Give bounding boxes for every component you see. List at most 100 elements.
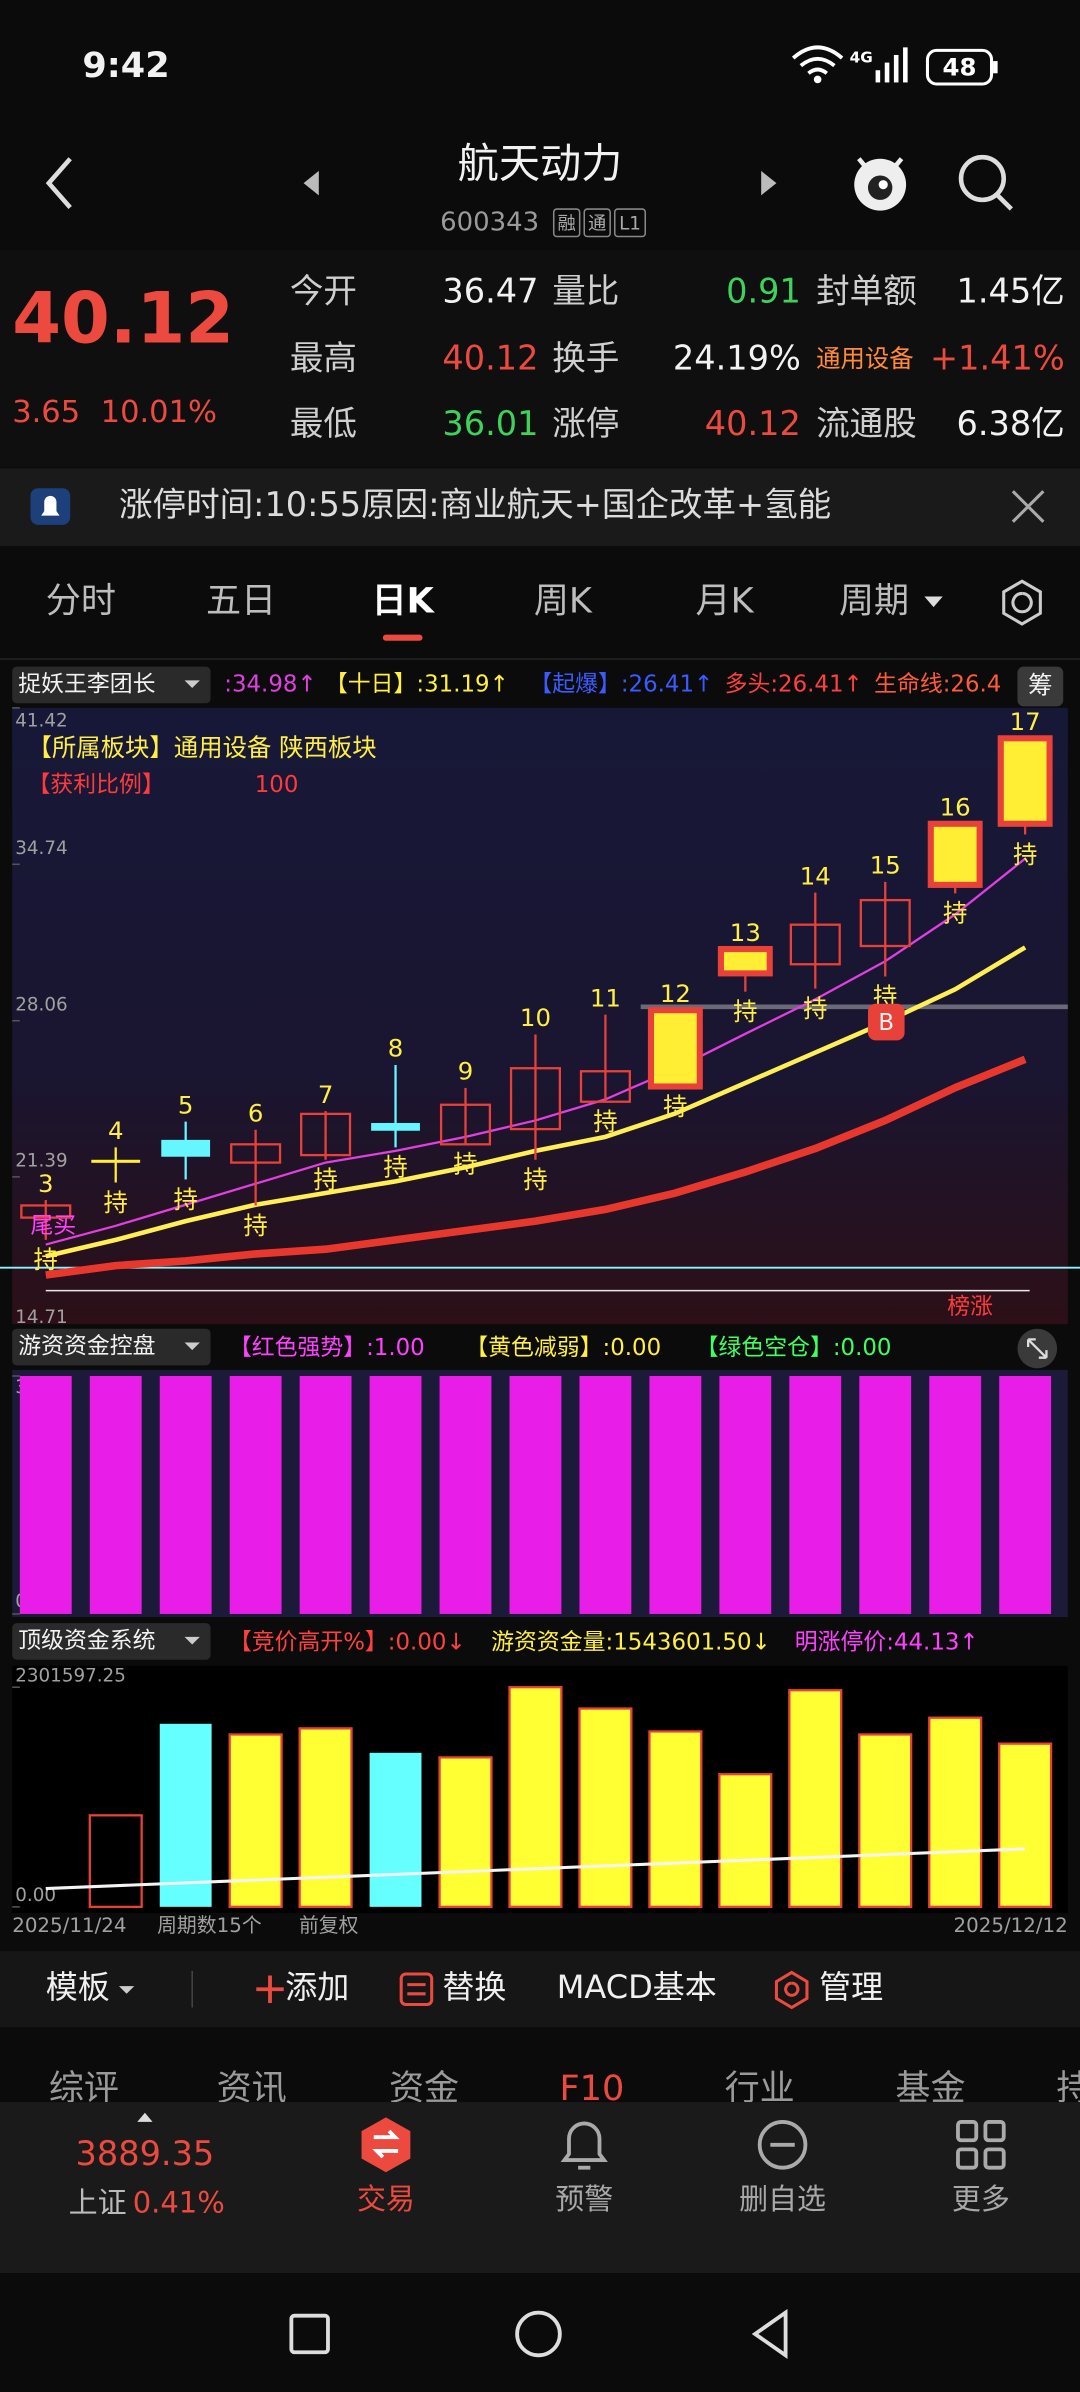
period-tab[interactable]: 月K bbox=[696, 581, 755, 622]
status-icons bbox=[903, 47, 908, 83]
more-icon bbox=[956, 2120, 1006, 2170]
search-button[interactable] bbox=[958, 154, 1013, 211]
indicator-selector[interactable] bbox=[12, 666, 211, 704]
price-change: 3.65 bbox=[12, 395, 80, 430]
sub-tab[interactable]: 基金 bbox=[895, 2068, 965, 2109]
hold-label: 持 bbox=[34, 1245, 58, 1274]
search-button[interactable] bbox=[996, 193, 1013, 211]
search-button[interactable] bbox=[958, 154, 1007, 203]
candle-label: 7 bbox=[318, 1080, 334, 1109]
status-icons bbox=[893, 54, 899, 83]
indicator-dropdown bbox=[184, 680, 200, 689]
back-system-button[interactable] bbox=[751, 2308, 788, 2359]
expand-button[interactable] bbox=[1017, 1328, 1058, 1369]
period-tab[interactable]: 分时 bbox=[46, 581, 116, 622]
close-notice[interactable] bbox=[1011, 490, 1045, 523]
indicator-value: 多头:26.41↑ bbox=[725, 671, 863, 697]
toolbar-button[interactable]: 管理 bbox=[819, 1968, 883, 2006]
y-tick-label: 41.42 bbox=[15, 711, 67, 732]
bar bbox=[999, 1376, 1052, 1614]
notice-icon bbox=[41, 495, 60, 516]
hold-label: 持 bbox=[593, 1107, 617, 1136]
period-tab[interactable]: 周期 bbox=[839, 581, 909, 622]
hold-label: 持 bbox=[453, 1150, 477, 1179]
bar bbox=[719, 1376, 772, 1614]
candle-body bbox=[509, 1067, 562, 1131]
candle-label: 12 bbox=[660, 979, 691, 1008]
sub-tab[interactable]: 综评 bbox=[49, 2068, 119, 2109]
period-tab[interactable]: 五日 bbox=[206, 581, 276, 622]
quote-value: 0.91 bbox=[726, 271, 801, 310]
bar bbox=[579, 1376, 632, 1614]
sub-tab[interactable]: 资讯 bbox=[217, 2068, 287, 2109]
toolbar-button[interactable]: MACD基本 bbox=[557, 1968, 717, 2006]
next-stock[interactable] bbox=[761, 170, 777, 196]
candle-body bbox=[859, 898, 911, 948]
panel2-selector[interactable] bbox=[12, 1328, 211, 1366]
mascot-button[interactable] bbox=[854, 157, 907, 211]
bar bbox=[929, 1376, 982, 1614]
sub-tab[interactable]: 持 bbox=[1056, 2068, 1080, 2109]
badges: 融通 L1 bbox=[552, 208, 647, 238]
home-button[interactable] bbox=[515, 2310, 562, 2358]
period-count: 周期数15个 bbox=[157, 1914, 262, 1937]
candle-body bbox=[161, 1139, 211, 1157]
nav-item[interactable]: 交易 bbox=[357, 2182, 415, 2216]
hold-label: 持 bbox=[663, 1092, 687, 1121]
hold-label: 持 bbox=[733, 997, 757, 1026]
more-icon bbox=[983, 2147, 1006, 2170]
back-button[interactable] bbox=[45, 157, 72, 210]
buy-marker-bg bbox=[867, 1003, 905, 1041]
settings-button[interactable] bbox=[1002, 579, 1042, 626]
toolbar-button[interactable]: 替换 bbox=[442, 1968, 506, 2006]
badge: 融 bbox=[558, 213, 576, 234]
candle-body bbox=[439, 1103, 492, 1146]
sub-tab[interactable]: F10 bbox=[559, 2068, 624, 2109]
y-tick-label: 34.74 bbox=[15, 838, 67, 859]
index-value[interactable]: 3889.35 bbox=[76, 2134, 215, 2173]
candle-label: 3 bbox=[38, 1169, 54, 1198]
panel2-title: 游资资金控盘 bbox=[18, 1334, 155, 1360]
recent-button[interactable] bbox=[289, 2313, 330, 2355]
index-name: 上证 bbox=[69, 2185, 127, 2219]
toolbar-button[interactable]: 模板 bbox=[46, 1968, 110, 2006]
toolbar-items: 模板 添加 替换 MACD基本 管理 bbox=[46, 1968, 883, 2006]
panel3-selector[interactable] bbox=[12, 1623, 211, 1660]
notice-bar bbox=[0, 468, 1080, 547]
system-nav bbox=[289, 2308, 788, 2359]
index-expand[interactable] bbox=[137, 2112, 153, 2122]
index-change: 0.41% bbox=[133, 2185, 225, 2219]
hold-label: 持 bbox=[523, 1165, 547, 1194]
nav-item[interactable]: 删自选 bbox=[739, 2182, 826, 2216]
candle-body bbox=[579, 1070, 631, 1103]
period-tab[interactable]: 周K bbox=[534, 581, 593, 622]
more-icon bbox=[956, 2120, 979, 2143]
sub-tab[interactable]: 行业 bbox=[725, 2068, 795, 2109]
bar bbox=[649, 1376, 702, 1614]
alert-icon bbox=[560, 2121, 608, 2162]
toolbar-button[interactable]: 添加 bbox=[285, 1968, 349, 2006]
chip-button-bg[interactable] bbox=[1017, 666, 1064, 707]
period-tabs: 分时 五日 日K 周K 月K 周期 bbox=[46, 581, 909, 641]
clock: 9:42 bbox=[82, 45, 169, 86]
bar bbox=[19, 1376, 72, 1614]
nav-item[interactable]: 预警 bbox=[555, 2182, 613, 2216]
hold-label: 持 bbox=[383, 1153, 407, 1182]
candle-body bbox=[927, 820, 983, 888]
adjust-mode: 前复权 bbox=[299, 1914, 359, 1937]
nav-item[interactable]: 更多 bbox=[952, 2182, 1010, 2216]
status-icons bbox=[925, 48, 994, 86]
y-tick-label: 0.00 bbox=[15, 1885, 56, 1906]
mascot-button[interactable] bbox=[857, 157, 904, 170]
expand-button[interactable] bbox=[1026, 1338, 1048, 1359]
prev-stock[interactable] bbox=[303, 170, 319, 196]
mascot-button[interactable] bbox=[878, 180, 888, 190]
period-dropdown[interactable] bbox=[924, 596, 943, 608]
hold-label: 持 bbox=[173, 1185, 197, 1214]
period-tab[interactable]: 日K bbox=[372, 581, 436, 622]
bar bbox=[159, 1376, 212, 1614]
sub-tab[interactable]: 资金 bbox=[389, 2068, 459, 2109]
manage-icon bbox=[774, 1970, 809, 2010]
